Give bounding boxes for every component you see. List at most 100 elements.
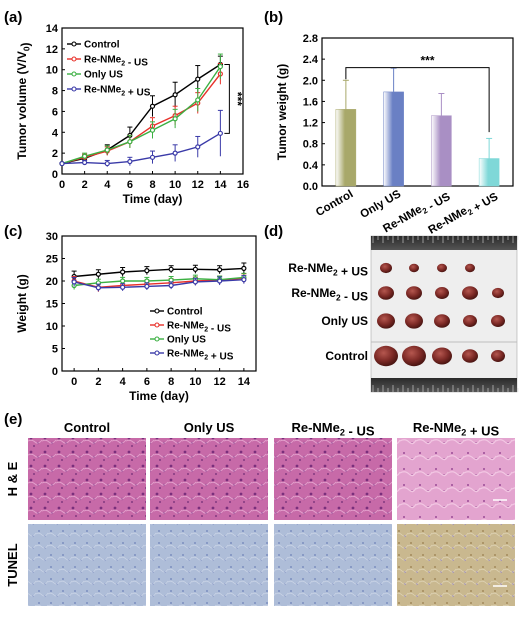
tumor (432, 347, 452, 365)
y-tick-label: 0.8 (303, 139, 318, 151)
y-axis-label: Tumor volume (V/V0) (15, 42, 32, 159)
y-tick-label: 30 (46, 231, 58, 243)
data-point (127, 158, 133, 165)
series-2 (59, 53, 223, 167)
y-tick-label: 2.4 (303, 54, 319, 66)
y-tick-label: 4 (52, 127, 59, 139)
y-tick-label: 1.2 (303, 118, 318, 130)
data-point (168, 266, 174, 272)
tumor (435, 287, 449, 299)
legend-label: Only US (167, 335, 206, 346)
y-tick-label: 20 (46, 276, 58, 288)
data-point (217, 278, 223, 284)
y-tick-label: 0 (52, 169, 58, 181)
tumor (434, 314, 450, 328)
tumor (377, 313, 395, 329)
histology-panel: Control Only US Re-NMe2 - US Re-NMe2 + US H … (5, 420, 515, 606)
y-tick-label: 14 (46, 23, 59, 35)
panel-label-e: (e) (4, 411, 22, 428)
data-point (71, 279, 77, 285)
data-point (144, 268, 150, 274)
panel-label-b: (b) (264, 9, 283, 26)
bar (431, 115, 452, 187)
tumor-row-label: Control (325, 349, 368, 363)
data-point (104, 147, 110, 153)
series-line (73, 278, 244, 289)
tumor (492, 287, 504, 299)
legend-marker (71, 41, 77, 47)
tumor (402, 345, 426, 367)
x-tick-label: 2 (95, 376, 101, 388)
histology-column-label: Only US (184, 420, 235, 435)
tumor (465, 263, 475, 273)
y-tick-label: 5 (52, 344, 58, 356)
y-tick-label: 0.4 (303, 160, 319, 172)
tumor-row-label: Only US (321, 314, 368, 328)
ruler-top (371, 236, 517, 250)
tumor-photo (370, 235, 518, 393)
tumor (406, 286, 422, 300)
histology-row-label: H & E (5, 461, 20, 496)
y-tick-label: 10 (46, 65, 58, 77)
data-point (192, 266, 198, 272)
legend-marker (71, 86, 77, 92)
histology-row-label: TUNEL (5, 543, 20, 586)
legend-label: Control (167, 307, 203, 318)
tumor-photo-panel: Re-NMe2 + US Re-NMe2 - US Only US Control (288, 235, 519, 393)
x-tick-label: 4 (104, 179, 111, 191)
series-line (74, 267, 244, 278)
chart-a: 0 2 4 6 8 10 12 14 16 0 2 4 6 8 10 12 14 Time (day) Tumor … (15, 23, 249, 206)
data-point (120, 278, 126, 284)
legend-marker (154, 336, 160, 342)
data-point (195, 76, 201, 82)
series-line (74, 276, 244, 287)
y-tick-label: 8 (52, 86, 58, 98)
data-point (217, 130, 223, 136)
bar (383, 91, 404, 187)
tumor (409, 263, 419, 273)
ruler-bottom (371, 378, 517, 392)
tumor (374, 345, 398, 367)
data-point (82, 153, 88, 159)
data-point (59, 160, 65, 167)
legend-marker (154, 322, 160, 328)
histology-image (397, 438, 515, 520)
legend-marker (71, 71, 77, 77)
y-tick-label: 0.0 (303, 181, 318, 193)
data-point (144, 283, 150, 289)
significance-bracket (224, 64, 230, 134)
histology-column-label: Re-NMe2 - US (291, 420, 374, 439)
y-tick-label: 2 (52, 148, 58, 160)
legend-label: Re-NMe2 - US (167, 321, 231, 335)
legend-label: Re-NMe2 + US (167, 349, 234, 363)
data-point (95, 271, 101, 277)
data-point (104, 160, 110, 167)
series-line (61, 66, 221, 165)
y-tick-label: 15 (46, 299, 58, 311)
data-point (195, 144, 201, 150)
y-axis-label: Weight (g) (15, 274, 29, 332)
y-tick-label: 2.0 (303, 75, 318, 87)
y-tick-label: 0 (52, 366, 58, 378)
histology-image (274, 438, 392, 520)
data-point (120, 284, 126, 290)
data-point (192, 279, 198, 285)
data-point (149, 154, 156, 160)
legend-label: Re-NMe2 - US (84, 55, 148, 69)
data-point (241, 277, 247, 283)
plot-frame (321, 37, 514, 187)
significance-stars: *** (420, 54, 434, 68)
data-point (172, 150, 178, 156)
tumor (380, 262, 392, 274)
tumor (491, 315, 505, 327)
legend-label: Re-NMe2 + US (84, 85, 151, 99)
tumor (378, 286, 394, 300)
bar (335, 109, 357, 187)
category-label: Control (314, 188, 355, 219)
series-line (61, 132, 221, 165)
x-tick-label: 12 (214, 376, 226, 388)
histology-image (28, 524, 146, 606)
data-point (120, 269, 126, 275)
